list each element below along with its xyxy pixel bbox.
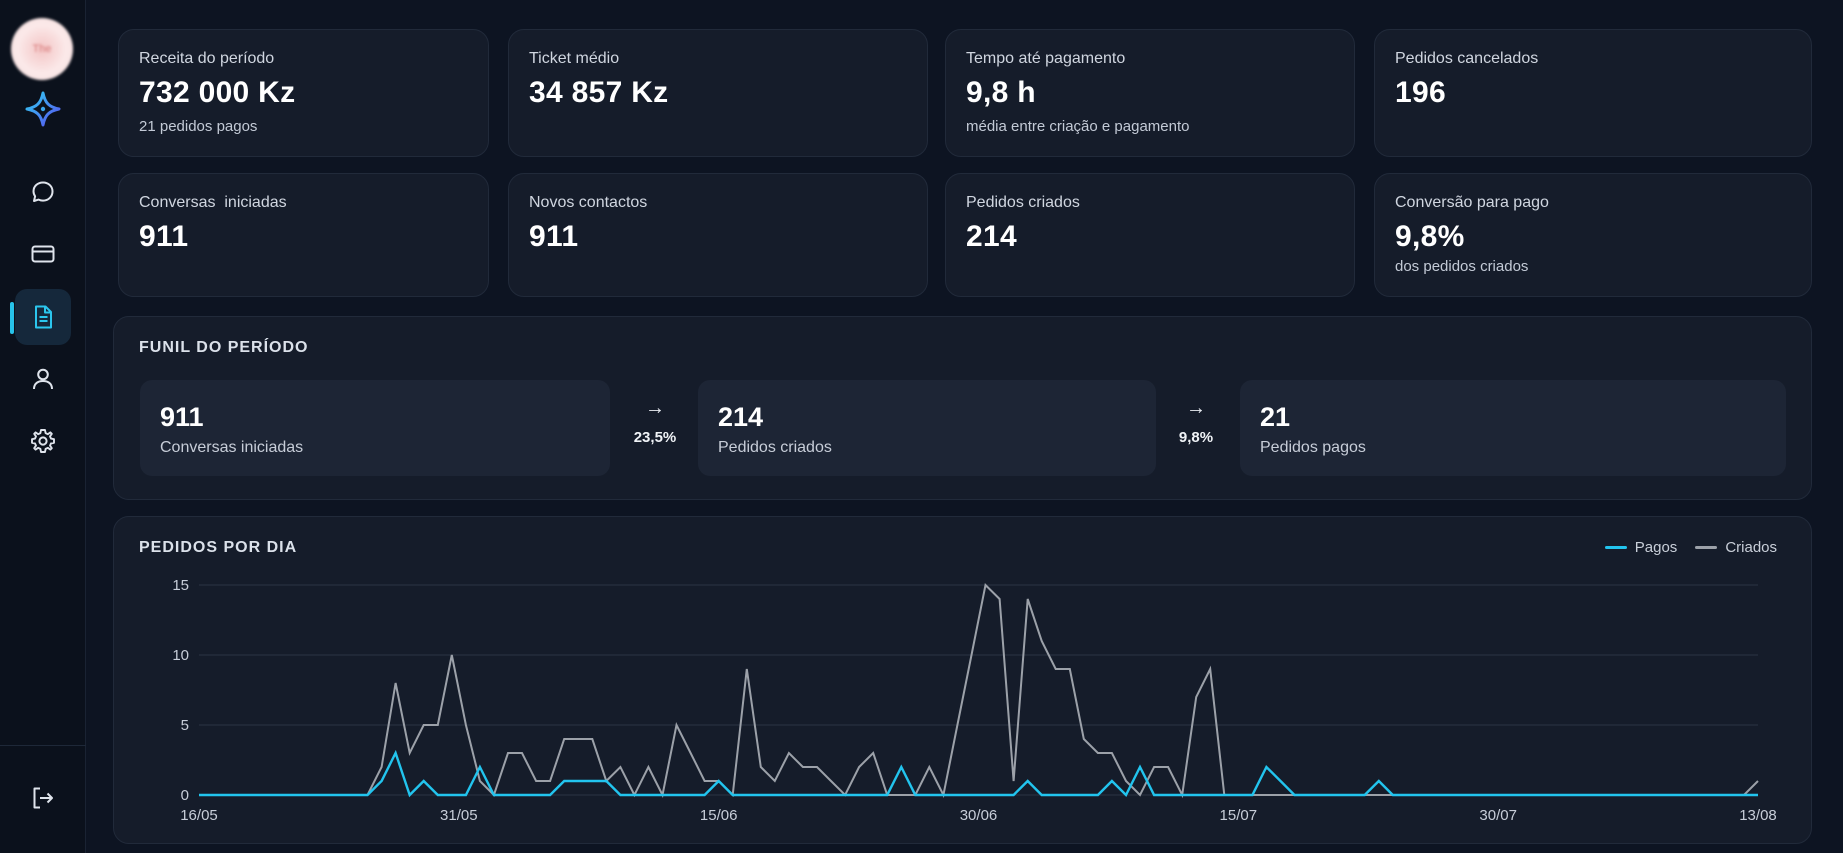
kpi-label: Conversão para pago (1395, 194, 1549, 211)
funnel-rate: 23,5% (633, 429, 677, 446)
kpi-card-receita: Receita do período 732 000 Kz 21 pedidos… (118, 29, 489, 157)
logout-button[interactable] (15, 770, 71, 826)
funnel-step-value: 21 (1260, 402, 1291, 432)
funnel-step-pedidos-criados: 214 Pedidos criados (698, 380, 1156, 476)
kpi-label: Conversas iniciadas (139, 194, 287, 211)
kpi-label: Tempo até pagamento (966, 50, 1126, 67)
credit-card-icon (31, 245, 55, 263)
kpi-label: Pedidos criados (966, 194, 1080, 211)
kpi-value: 34 857 Kz (529, 76, 669, 109)
kpi-card-conversas-iniciadas: Conversas iniciadas 911 (118, 173, 489, 297)
series-line-pagos[interactable] (199, 749, 1758, 798)
kpi-label: Novos contactos (529, 194, 648, 211)
x-tick-label: 15/07 (1220, 807, 1258, 824)
legend-label: Pagos (1634, 539, 1678, 556)
avatar[interactable]: The (11, 18, 73, 80)
funnel-step-label: Conversas iniciadas (160, 439, 304, 456)
kpi-card-novos-contactos: Novos contactos 911 (508, 173, 928, 297)
chart-legend: Pagos Criados (1604, 539, 1777, 556)
legend-label: Criados (1725, 539, 1777, 556)
user-icon (33, 368, 53, 390)
kpi-subtext: dos pedidos criados (1395, 258, 1529, 275)
sidebar-divider (0, 745, 86, 746)
nav-pedidos[interactable] (15, 289, 71, 345)
line-chart: 0 5 10 15 16/05 31/05 15/06 30/06 15/07 30/07 13/0… (172, 577, 1777, 824)
kpi-card-conversao-pago: Conversão para pago 9,8% dos pedidos cri… (1374, 173, 1812, 297)
avatar-text: The (32, 43, 52, 55)
arrow-right-icon: → (645, 397, 665, 419)
kpi-value: 732 000 Kz (139, 76, 296, 109)
kpi-subtext: 21 pedidos pagos (139, 118, 258, 135)
funnel-step-conversas: 911 Conversas iniciadas (140, 380, 610, 476)
nav-definicoes[interactable] (15, 413, 71, 469)
chart-title: PEDIDOS POR DIA (139, 539, 298, 556)
x-tick-label: 30/07 (1479, 807, 1517, 824)
legend-item-criados[interactable]: Criados (1695, 539, 1777, 556)
x-tick-label: 13/08 (1739, 807, 1777, 824)
y-tick-label: 10 (172, 647, 189, 664)
nav-contactos[interactable] (15, 351, 71, 407)
kpi-card-pedidos-cancelados: Pedidos cancelados 196 (1374, 29, 1812, 157)
kpi-label: Ticket médio (529, 50, 620, 67)
legend-swatch (1695, 546, 1718, 549)
kpi-value: 9,8% (1395, 220, 1465, 253)
funnel-step-value: 911 (160, 402, 204, 432)
kpi-label: Receita do período (139, 50, 275, 67)
legend-item-pagos[interactable]: Pagos (1604, 539, 1678, 556)
kpi-value: 196 (1395, 76, 1446, 109)
x-tick-label: 16/05 (180, 807, 218, 824)
kpi-value: 214 (966, 220, 1017, 253)
kpi-label: Pedidos cancelados (1395, 50, 1539, 67)
funnel-step-label: Pedidos pagos (1260, 439, 1366, 456)
active-indicator (10, 302, 14, 334)
logout-icon (33, 787, 53, 809)
funnel-title: FUNIL DO PERÍODO (139, 339, 309, 356)
kpi-card-ticket-medio: Ticket médio 34 857 Kz (508, 29, 928, 157)
orders-per-day-panel: PEDIDOS POR DIA Pagos Criados 0 5 10 15 16/0… (113, 516, 1812, 844)
y-tick-label: 5 (181, 717, 189, 734)
gear-icon (31, 429, 55, 453)
sparkle-logo-icon[interactable] (24, 90, 62, 128)
funnel-panel: FUNIL DO PERÍODO 911 Conversas iniciadas… (113, 316, 1812, 500)
funnel-rate: 9,8% (1178, 429, 1214, 446)
chat-bubble-icon (32, 181, 54, 202)
kpi-value: 9,8 h (966, 76, 1036, 109)
funnel-step-label: Pedidos criados (718, 439, 832, 456)
x-tick-label: 15/06 (700, 807, 738, 824)
y-tick-label: 0 (181, 787, 189, 804)
funnel-step-pedidos-pagos: 21 Pedidos pagos (1240, 380, 1786, 476)
kpi-value: 911 (139, 220, 189, 253)
document-icon (35, 305, 52, 329)
sidebar: The (0, 0, 86, 853)
funnel-step-value: 214 (718, 402, 764, 432)
legend-swatch (1604, 546, 1627, 549)
kpi-subtext: média entre criação e pagamento (966, 118, 1190, 135)
kpi-card-pedidos-criados: Pedidos criados 214 (945, 173, 1355, 297)
kpi-card-tempo-pagamento: Tempo até pagamento 9,8 h média entre cr… (945, 29, 1355, 157)
series-line-criados[interactable] (199, 582, 1759, 799)
nav-pagamentos[interactable] (15, 226, 71, 282)
nav-conversas[interactable] (15, 164, 71, 220)
kpi-value: 911 (529, 220, 579, 253)
arrow-right-icon: → (1186, 397, 1206, 419)
x-tick-label: 30/06 (960, 807, 998, 824)
x-tick-label: 31/05 (440, 807, 478, 824)
y-tick-label: 15 (172, 577, 189, 594)
